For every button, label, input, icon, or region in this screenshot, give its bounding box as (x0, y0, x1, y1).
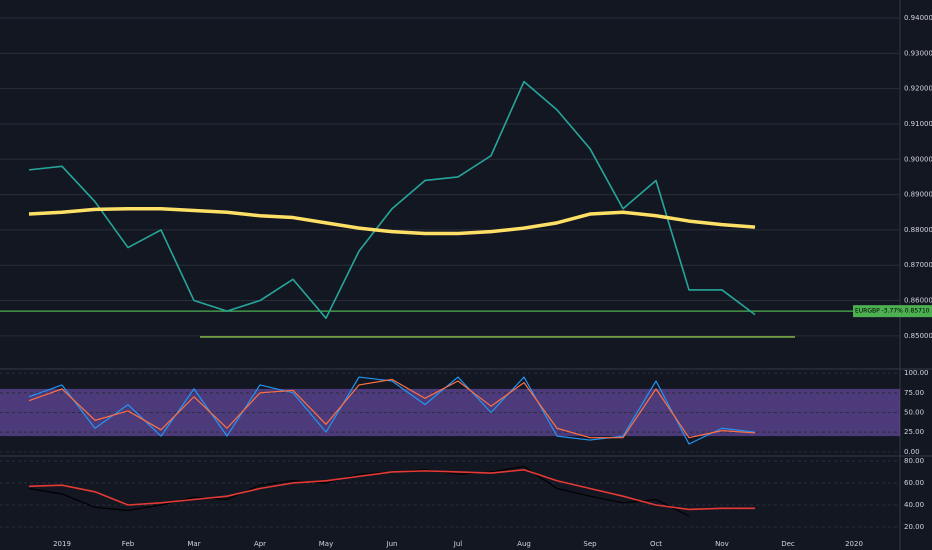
y-tick-label: 60.00 (904, 479, 924, 487)
price-tag (853, 305, 932, 318)
y-tick-label: 0.86000 (904, 297, 932, 305)
y-tick-label: 0.85000 (904, 332, 932, 340)
x-tick-label: Aug (517, 540, 531, 548)
series-line (28, 206, 756, 236)
x-tick-label: Jun (386, 540, 398, 548)
y-tick-label: 0.00 (904, 448, 920, 456)
y-tick-label: 0.92000 (904, 85, 932, 93)
x-tick-label: Dec (781, 540, 795, 548)
x-tick-label: Nov (715, 540, 729, 548)
series-line (28, 378, 756, 439)
y-tick-label: 25.00 (904, 428, 924, 436)
y-tick-label: 0.93000 (904, 49, 932, 57)
y-tick-label: 0.91000 (904, 120, 932, 128)
y-tick-label: 0.87000 (904, 261, 932, 269)
x-tick-label: Feb (122, 540, 135, 548)
x-tick-label: 2019 (53, 540, 71, 548)
y-tick-label: 0.94000 (904, 14, 932, 22)
y-tick-label: 0.90000 (904, 155, 932, 163)
x-tick-label: Sep (583, 540, 597, 548)
x-tick-label: Apr (254, 540, 266, 548)
series-line (28, 80, 756, 320)
y-tick-label: 75.00 (904, 389, 924, 397)
y-tick-label: 40.00 (904, 501, 924, 509)
series-line (28, 465, 690, 517)
x-tick-label: Mar (187, 540, 200, 548)
x-tick-label: Jul (453, 540, 463, 548)
price-tag-label: EURGBP -3.77% 0.85710 (855, 308, 930, 315)
x-tick-label: May (319, 540, 333, 548)
y-tick-label: 0.88000 (904, 226, 932, 234)
series-line (28, 376, 756, 445)
y-tick-label: 0.89000 (904, 191, 932, 199)
y-tick-label: 50.00 (904, 409, 924, 417)
x-tick-label: Oct (650, 540, 662, 548)
x-tick-label: 2020 (845, 540, 863, 548)
y-tick-label: 100.00 (904, 369, 929, 377)
y-tick-label: 80.00 (904, 457, 924, 465)
y-tick-label: 20.00 (904, 523, 924, 531)
series-line (28, 468, 755, 511)
